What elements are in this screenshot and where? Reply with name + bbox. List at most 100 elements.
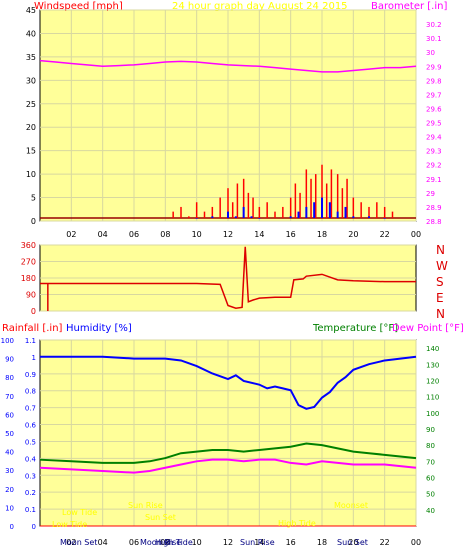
- windspeed-tick-label: 10: [26, 170, 36, 179]
- x-tick-label: 16: [286, 538, 296, 547]
- windspeed-ticks: 0 5 10 15 20 25 30 35 40 45: [26, 6, 36, 226]
- barometer-tick-label: 29.6: [426, 105, 442, 113]
- barometer-axis-label: Barometer [.in]: [371, 1, 447, 12]
- rainfall-tick-label: 1: [32, 354, 36, 362]
- rainfall-tick-label: 0.5: [25, 438, 36, 446]
- faded-label-low-tide-1: Low Tide: [62, 508, 97, 517]
- faded-label-sun-set: Sun Set: [145, 513, 176, 522]
- barometer-tick-label: 29.9: [426, 63, 442, 71]
- rainfall-tick-label: 0.7: [25, 405, 36, 413]
- faded-label-low-tide-2: Low Tide: [52, 520, 87, 529]
- humidity-ticks: 0 10 20 30 40 50 60 70 80 90 100: [1, 337, 14, 531]
- faded-label-high-tide: High Tide: [278, 519, 316, 528]
- humidity-tick-label: 90: [5, 356, 14, 364]
- direction-tick-label: 270: [21, 258, 36, 267]
- direction-grid: [40, 244, 416, 312]
- humidity-tick-label: 80: [5, 374, 14, 382]
- rainfall-tick-label: 0.8: [25, 388, 36, 396]
- x-tick-label: 22: [380, 538, 390, 547]
- x-tick-label: 04: [98, 230, 108, 239]
- x-tick-label: 10: [192, 230, 202, 239]
- windspeed-axis-label: Windspeed [mph]: [34, 1, 123, 12]
- humidity-tick-label: 0: [10, 523, 14, 531]
- x-tick-label: 12: [223, 230, 233, 239]
- wind-baro-grid: [40, 9, 417, 222]
- x-tick-label: 04: [98, 538, 108, 547]
- compass-label: N: [436, 307, 445, 321]
- x-tick-label: 08: [160, 230, 170, 239]
- chart-title: 24 hour graph day August 24 2015: [172, 1, 348, 12]
- dew-point-axis-label: Dew Point [°F]: [392, 323, 464, 334]
- rainfall-ticks: 0 0.1 0.2 0.3 0.4 0.5 0.6 0.7 0.8 0.9 1 1.1: [25, 337, 37, 531]
- windspeed-tick-label: 25: [26, 100, 36, 109]
- barometer-ticks: 28.8 28.9 29 29.1 29.2 29.3 29.4 29.5 29.6 29.7 29…: [426, 21, 442, 226]
- barometer-tick-label: 29.5: [426, 120, 442, 128]
- faded-label-moonset: Moonset: [334, 501, 368, 510]
- barometer-tick-label: 29.2: [426, 162, 442, 170]
- humidity-tick-label: 30: [5, 467, 14, 475]
- x-tick-label: 20: [348, 230, 358, 239]
- direction-line: [40, 246, 416, 310]
- wind-baro-x-ticks: 02 04 06 08 10 12 14 16 18 20 22 00: [66, 230, 421, 239]
- temperature-tick-label: 40: [426, 507, 435, 515]
- direction-tick-label: 90: [26, 291, 36, 300]
- humidity-tick-label: 20: [5, 486, 14, 494]
- barometer-tick-label: 28.8: [426, 218, 442, 226]
- x-tick-label: 18: [317, 538, 327, 547]
- temperature-tick-label: 130: [426, 361, 439, 369]
- temperature-tick-label: 80: [426, 442, 435, 450]
- temperature-tick-label: 90: [426, 426, 435, 434]
- barometer-tick-label: 30.2: [426, 21, 442, 29]
- temperature-tick-label: 100: [426, 410, 439, 418]
- humidity-tick-label: 60: [5, 411, 14, 419]
- barometer-tick-label: 29.7: [426, 91, 442, 99]
- humidity-tick-label: 50: [5, 430, 14, 438]
- windspeed-tick-label: 45: [26, 6, 36, 15]
- humidity-tick-label: 40: [5, 449, 14, 457]
- compass-label: E: [436, 291, 444, 305]
- barometer-tick-label: 30.1: [426, 35, 442, 43]
- compass-label: N: [436, 243, 445, 257]
- direction-series: [40, 246, 416, 311]
- x-tick-label: 00: [411, 538, 421, 547]
- x-tick-label: 20: [348, 538, 358, 547]
- windspeed-tick-label: 20: [26, 123, 36, 132]
- sun-set-label: Sun Set: [337, 538, 368, 547]
- rainfall-tick-label: 0.6: [25, 422, 37, 430]
- x-tick-label: 22: [380, 230, 390, 239]
- rainfall-tick-label: 0.1: [25, 506, 36, 514]
- direction-tick-label: 0: [31, 307, 36, 316]
- barometer-tick-label: 29.8: [426, 77, 442, 85]
- temperature-tick-label: 50: [426, 491, 435, 499]
- barometer-line: [39, 59, 417, 73]
- temp-humidity-x-ticks: 02 04 06 08 10 12 14 16 18 20 22 00: [66, 538, 421, 547]
- barometer-tick-label: 29.1: [426, 176, 442, 184]
- windspeed-tick-label: 35: [26, 53, 36, 62]
- x-tick-label: 10: [192, 538, 202, 547]
- rainfall-tick-label: 0.4: [25, 455, 37, 463]
- windspeed-tick-label: 0: [31, 217, 36, 226]
- x-tick-label: 06: [129, 230, 139, 239]
- temperature-tick-label: 70: [426, 458, 435, 466]
- x-tick-label: 02: [66, 230, 76, 239]
- x-tick-label: 12: [223, 538, 233, 547]
- moon-set-label: Moon Set: [60, 538, 97, 547]
- rainfall-tick-label: 0.9: [25, 371, 36, 379]
- barometer-tick-label: 28.9: [426, 204, 442, 212]
- direction-tick-label: 360: [21, 241, 36, 250]
- x-tick-label: 08: [160, 538, 170, 547]
- direction-ticks: 0 90 180 270 360: [21, 241, 36, 316]
- temperature-line: [39, 442, 417, 464]
- windspeed-tick-label: 40: [26, 29, 36, 38]
- rainfall-tick-label: 0.3: [25, 472, 36, 480]
- moon-rise-label: Moon Rise: [140, 538, 181, 547]
- windspeed-tick-label: 15: [26, 147, 36, 156]
- windspeed-tick-label: 30: [26, 76, 36, 85]
- temperature-tick-label: 120: [426, 377, 439, 385]
- wind-baro-series: [39, 59, 417, 219]
- x-tick-label: 18: [317, 230, 327, 239]
- x-tick-label: 00: [411, 230, 421, 239]
- humidity-tick-label: 10: [5, 504, 14, 512]
